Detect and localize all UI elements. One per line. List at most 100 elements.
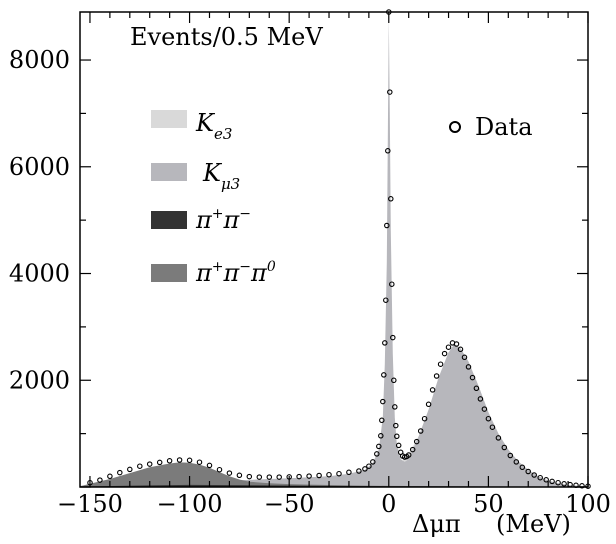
data-point bbox=[316, 472, 322, 479]
data-point bbox=[117, 469, 123, 476]
data-point bbox=[196, 459, 203, 465]
x-axis-label: Δμπ (MeV) bbox=[412, 510, 571, 538]
x-tick-label: −150 bbox=[57, 490, 123, 518]
data-point bbox=[549, 478, 555, 485]
data-point bbox=[429, 387, 436, 393]
area-fills bbox=[80, 17, 588, 488]
area-k-3 bbox=[80, 17, 588, 488]
data-point bbox=[362, 466, 368, 472]
data-point bbox=[513, 459, 520, 465]
data-point bbox=[146, 461, 153, 467]
legend-label-pipipi0: π+π−π0 bbox=[195, 259, 276, 287]
data-point bbox=[525, 468, 531, 475]
x-tick-label: 50 bbox=[473, 490, 504, 518]
data-point bbox=[425, 401, 432, 408]
data-points bbox=[87, 9, 591, 489]
legend-label-pipi: π+π− bbox=[195, 206, 251, 234]
data-point bbox=[519, 464, 526, 471]
y-tick-label: 6000 bbox=[9, 153, 70, 181]
data-point bbox=[507, 452, 514, 459]
data-point bbox=[461, 354, 468, 361]
data-point bbox=[383, 297, 389, 303]
data-point bbox=[366, 463, 372, 469]
data-point bbox=[306, 473, 312, 479]
data-point bbox=[537, 474, 543, 481]
data-point bbox=[453, 341, 460, 347]
x-tick-label: 0 bbox=[381, 490, 396, 518]
data-point bbox=[137, 463, 143, 469]
data-point bbox=[433, 373, 440, 379]
data-point bbox=[441, 350, 448, 357]
data-point bbox=[394, 433, 400, 440]
area-- bbox=[80, 462, 588, 487]
data-point bbox=[156, 459, 163, 466]
data-point bbox=[405, 452, 412, 458]
data-point bbox=[381, 372, 387, 378]
data-point bbox=[388, 196, 394, 202]
data-point bbox=[216, 466, 223, 473]
data-point bbox=[256, 474, 263, 480]
data-point bbox=[465, 364, 472, 370]
y-tick-label: 8000 bbox=[9, 46, 70, 74]
data-point bbox=[384, 222, 390, 229]
data-point bbox=[370, 459, 376, 465]
data-point bbox=[392, 404, 398, 410]
x-tick-label: −100 bbox=[157, 490, 223, 518]
data-point bbox=[437, 361, 444, 367]
data-point bbox=[469, 374, 476, 381]
data-point bbox=[382, 340, 388, 346]
data-point bbox=[379, 417, 385, 424]
data-point bbox=[246, 473, 253, 480]
data-point bbox=[489, 424, 496, 430]
data-point bbox=[481, 406, 488, 412]
legend-label-data: Data bbox=[475, 113, 533, 141]
x-tick-label: −50 bbox=[264, 490, 315, 518]
data-point bbox=[376, 443, 382, 450]
y-tick-label: 2000 bbox=[9, 366, 70, 394]
data-point bbox=[346, 469, 352, 476]
data-point bbox=[380, 398, 386, 405]
data-point bbox=[336, 470, 342, 477]
data-point bbox=[276, 474, 282, 480]
x-axis-label-unit: (MeV) bbox=[496, 510, 571, 538]
data-point bbox=[236, 472, 243, 479]
data-point bbox=[393, 422, 399, 429]
legend-swatch-kmu3 bbox=[151, 163, 187, 181]
data-point bbox=[326, 471, 332, 478]
data-point bbox=[127, 466, 133, 473]
data-point bbox=[356, 468, 362, 474]
x-axis-label-symbol: Δμπ bbox=[412, 510, 461, 538]
data-point bbox=[395, 442, 402, 449]
data-point bbox=[555, 479, 561, 486]
data-point bbox=[378, 433, 384, 439]
data-point bbox=[206, 462, 213, 469]
data-point bbox=[226, 470, 233, 476]
axes bbox=[79, 11, 589, 488]
data-point bbox=[421, 415, 428, 422]
data-point bbox=[97, 477, 103, 483]
data-point bbox=[385, 148, 391, 154]
plot-frame bbox=[79, 11, 589, 488]
data-point bbox=[390, 334, 396, 341]
data-point bbox=[495, 435, 502, 441]
data-point bbox=[409, 446, 416, 453]
data-point bbox=[417, 428, 424, 434]
x-tick-label: 100 bbox=[565, 490, 611, 518]
data-point bbox=[296, 473, 302, 480]
legend-label-ke3: Ke3 bbox=[195, 109, 232, 143]
data-point bbox=[531, 472, 537, 478]
data-point bbox=[457, 346, 464, 353]
data-point bbox=[374, 451, 380, 457]
data-point bbox=[579, 483, 585, 489]
data-point bbox=[561, 481, 567, 487]
data-point bbox=[166, 458, 173, 464]
y-axis-label: Events/0.5 MeV bbox=[130, 23, 323, 51]
data-point bbox=[485, 415, 492, 422]
legend-marker-data bbox=[449, 121, 461, 133]
legend-swatch-pipipi0 bbox=[151, 264, 187, 282]
data-point bbox=[266, 474, 273, 480]
data-point bbox=[477, 396, 484, 402]
y-tick-label: 4000 bbox=[9, 260, 70, 288]
legend-label-kmu3: Kμ3 bbox=[202, 159, 240, 193]
